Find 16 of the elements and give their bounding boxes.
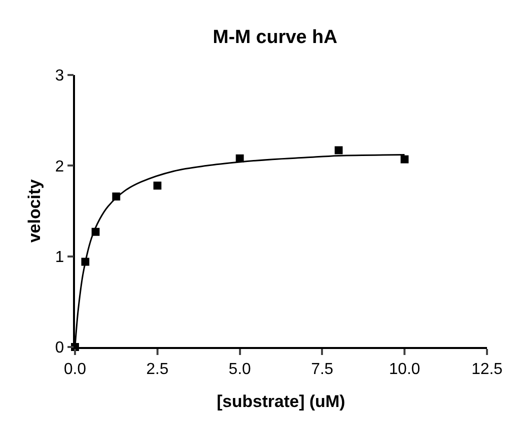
x-tick-label: 7.5 [311, 360, 334, 378]
x-tick-label: 12.5 [471, 360, 503, 378]
point [400, 155, 409, 164]
y-tick-label: 2 [55, 158, 64, 176]
chart-title: M-M curve hA [212, 27, 338, 48]
x-tick-label: 10.0 [389, 360, 420, 378]
y-tick-label: 0 [55, 340, 64, 357]
x-axis-title: [substrate] (uM) [216, 392, 346, 411]
x-tick-label: 2.5 [146, 360, 169, 378]
point [334, 146, 343, 154]
y-tick-label: 1 [55, 248, 64, 266]
y-axis-title: velocity [25, 178, 44, 243]
y-tick-label: 3 [55, 68, 64, 85]
x-tick-label: 0.0 [64, 360, 86, 378]
point [153, 182, 162, 190]
x-tick-label: 5.0 [228, 360, 252, 378]
